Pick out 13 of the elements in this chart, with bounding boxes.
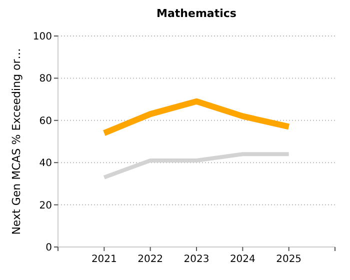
x-tick-label: 2022 <box>138 254 164 265</box>
x-tick-label: 2025 <box>276 254 302 265</box>
x-tick-label: 2021 <box>91 254 117 265</box>
chart-title: Mathematics <box>156 7 237 20</box>
y-axis-title: Next Gen MCAS % Exceeding or… <box>10 48 23 235</box>
y-tick-label: 40 <box>39 158 52 170</box>
y-tick-label: 60 <box>39 116 52 127</box>
y-tick-label: 20 <box>39 200 52 212</box>
x-tick-label: 2024 <box>230 254 256 265</box>
y-tick-label: 80 <box>39 74 52 85</box>
x-tick-label: 2023 <box>184 254 210 265</box>
y-tick-label: 100 <box>32 32 52 42</box>
y-tick-label: 0 <box>46 242 52 254</box>
